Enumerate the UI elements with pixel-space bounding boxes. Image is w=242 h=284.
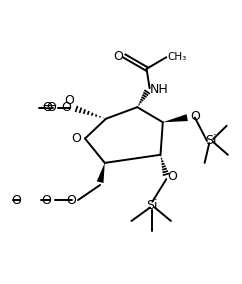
Text: OCH₃: OCH₃ bbox=[7, 103, 36, 113]
Polygon shape bbox=[163, 114, 188, 122]
Text: O: O bbox=[11, 194, 21, 206]
Text: O: O bbox=[61, 101, 71, 114]
Text: O: O bbox=[65, 94, 75, 107]
Text: CH₃: CH₃ bbox=[167, 52, 187, 62]
Text: O: O bbox=[46, 101, 56, 114]
Text: O: O bbox=[67, 194, 76, 206]
Text: methoxy: methoxy bbox=[53, 104, 59, 105]
Text: methoxy: methoxy bbox=[46, 107, 52, 108]
Text: O: O bbox=[191, 110, 201, 123]
Text: NH: NH bbox=[150, 83, 168, 96]
Text: O: O bbox=[167, 170, 177, 183]
Text: Si: Si bbox=[147, 199, 158, 212]
Text: Si: Si bbox=[205, 134, 216, 147]
Text: O: O bbox=[41, 194, 51, 206]
Text: O: O bbox=[43, 101, 53, 114]
Text: —: — bbox=[42, 100, 56, 114]
Polygon shape bbox=[97, 163, 105, 183]
Text: O: O bbox=[71, 132, 81, 145]
Text: O: O bbox=[113, 50, 123, 62]
